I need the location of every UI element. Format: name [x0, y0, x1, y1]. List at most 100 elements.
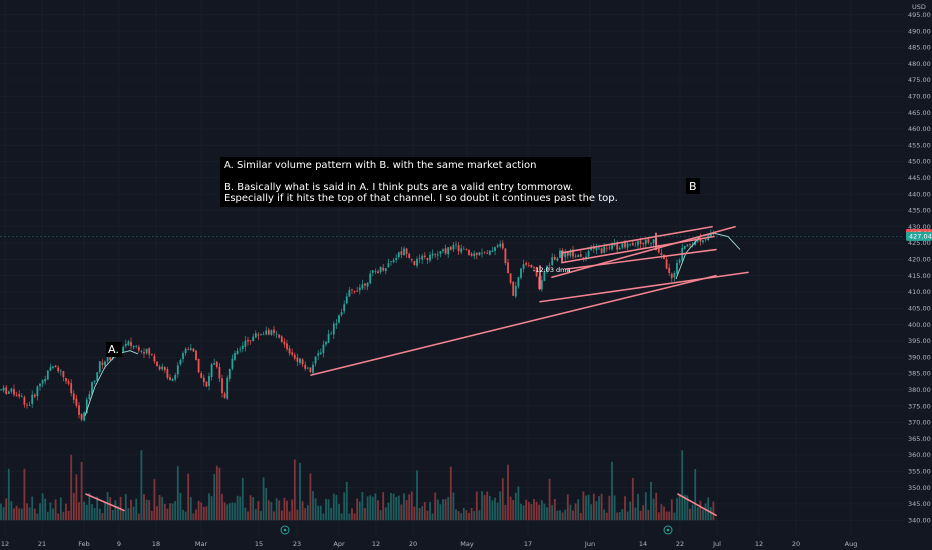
candle-body-152: [395, 257, 398, 260]
candle-body-42: [109, 356, 112, 361]
candle-body-174: [452, 244, 455, 250]
volume-bar-15: [39, 503, 41, 521]
volume-bar-138: [358, 501, 361, 521]
volume-bar-146: [379, 510, 382, 521]
candle-body-17: [44, 378, 47, 382]
volume-bar-204: [530, 504, 533, 521]
candle-body-223: [579, 254, 582, 257]
candle-body-237: [616, 243, 619, 250]
volume-bar-198: [514, 492, 517, 521]
volume-bar-31: [80, 461, 83, 521]
candle-body-64: [166, 369, 169, 378]
note-box[interactable]: A. Similar volume pattern with B. with t…: [220, 157, 618, 207]
candle-body-80: [208, 376, 210, 386]
trendline-3: [561, 235, 715, 264]
candle-body-248: [644, 239, 647, 245]
volume-bar-178: [462, 507, 465, 521]
label-b[interactable]: B: [686, 178, 700, 194]
candle-body-103: [267, 329, 270, 335]
volume-bar-76: [197, 500, 200, 521]
candle-body-48: [124, 343, 127, 346]
y-tick-9: 450.00: [908, 158, 931, 166]
candle-body-229: [595, 247, 598, 251]
volume-bar-132: [343, 492, 346, 521]
candle-body-73: [189, 348, 192, 350]
candle-body-265: [689, 244, 691, 245]
label-a[interactable]: A.: [106, 342, 122, 357]
note-line-3: B. Basically what is said in A. I think …: [224, 182, 573, 193]
candle-body-94: [244, 340, 247, 347]
candle-body-13: [33, 394, 36, 397]
candle-body-179: [465, 249, 468, 250]
candle-body-79: [205, 381, 208, 387]
y-tick-16: 415.00: [908, 272, 931, 280]
volume-bar-104: [270, 502, 273, 521]
x-tick-9: 12: [372, 540, 380, 548]
candle-body-8: [20, 396, 23, 397]
volume-bar-58: [150, 510, 153, 521]
candle-body-128: [332, 323, 335, 335]
x-tick-18: 20: [792, 540, 800, 548]
volume-bar-248: [644, 492, 647, 521]
volume-bar-39: [101, 513, 104, 521]
trendline-10: [677, 493, 717, 517]
volume-bar-106: [275, 498, 278, 521]
candle-body-71: [184, 348, 187, 354]
volume-bar-128: [332, 493, 335, 521]
volume-bar-124: [322, 513, 325, 521]
y-tick-8: 455.00: [908, 141, 931, 149]
volume-bar-26: [67, 510, 70, 521]
volume-bar-192: [499, 491, 502, 521]
candle-body-196: [509, 273, 512, 283]
volume-bar-137: [356, 498, 359, 521]
volume-bar-171: [444, 499, 447, 521]
candle-body-238: [618, 248, 621, 250]
candle-body-59: [153, 355, 156, 362]
candle-body-250: [650, 243, 652, 244]
candle-body-209: [543, 271, 546, 281]
volume-bar-116: [301, 501, 304, 521]
volume-bar-162: [421, 506, 424, 521]
candle-body-115: [299, 358, 301, 363]
candle-body-251: [652, 239, 655, 244]
volume-bar-180: [468, 512, 470, 521]
candle-body-116: [301, 359, 304, 365]
volume-bar-139: [361, 491, 364, 521]
candle-body-200: [520, 268, 522, 278]
y-tick-12: 435.00: [908, 207, 931, 215]
candle-body-210: [546, 266, 548, 272]
volume-bar-145: [377, 500, 379, 521]
volume-bar-150: [390, 492, 392, 521]
volume-bar-262: [681, 450, 684, 521]
event-marker-2[interactable]: [663, 525, 673, 535]
candle-body-243: [631, 242, 634, 246]
volume-bar-263: [683, 494, 686, 521]
candle-body-215: [559, 250, 561, 258]
candle-body-100: [260, 334, 262, 336]
volume-bar-166: [431, 513, 434, 521]
volume-bar-177: [460, 513, 463, 521]
volume-bar-97: [252, 496, 255, 521]
event-marker-1[interactable]: [280, 525, 290, 535]
candle-body-69: [179, 360, 182, 365]
volume-bar-215: [559, 510, 561, 521]
volume-bar-64: [166, 508, 169, 521]
candle-body-29: [75, 398, 78, 406]
candle-body-10: [26, 404, 28, 406]
candle-body-54: [140, 351, 143, 352]
y-tick-5: 470.00: [908, 93, 931, 101]
candle-body-56: [145, 348, 148, 354]
volume-bar-108: [280, 510, 283, 521]
candle-body-77: [200, 373, 203, 378]
candle-body-235: [611, 244, 613, 250]
candle-body-269: [699, 237, 702, 242]
y-tick-29: 350.00: [908, 484, 931, 492]
candle-body-244: [634, 245, 637, 247]
candle-body-182: [473, 253, 476, 257]
candle-body-173: [449, 246, 452, 250]
volume-bar-87: [226, 504, 229, 521]
volume-bar-9: [23, 468, 26, 521]
ma-curve-0: [84, 350, 139, 417]
candle-body-165: [429, 254, 431, 261]
